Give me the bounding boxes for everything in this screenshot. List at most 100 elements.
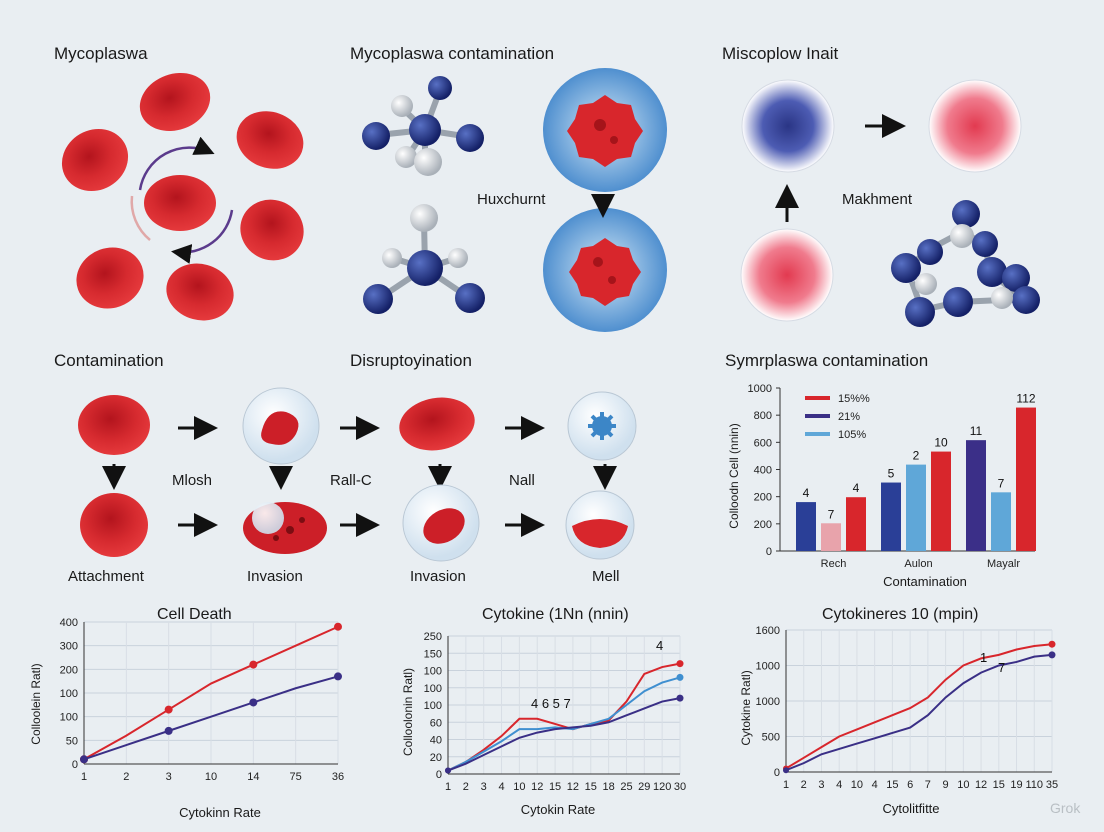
y-tick-label: 1000 [756, 696, 780, 708]
x-tick-label: 14 [247, 771, 259, 783]
pink-cell-icon [740, 228, 834, 322]
x-tick-label: 120 [653, 781, 671, 793]
bar-y-axis-label: Colloodn Cell (nnin) [727, 423, 741, 528]
chart-annotation: 4 [656, 638, 663, 653]
x-tick-label: 12 [531, 781, 543, 793]
red-blood-cell-icon [399, 397, 475, 451]
x-tick-label: 10 [513, 781, 525, 793]
x-tick-label: 10 [851, 779, 863, 791]
y-tick-label: 0 [774, 767, 780, 779]
molecule-icon [362, 76, 484, 176]
chart-annotation: 7 [998, 660, 1005, 675]
bar-chart: 0 200 200 400 600 800 1000 15%% 21% 105% 4 7 4 Rech 5… [727, 383, 1036, 589]
y-tick-label: 300 [60, 641, 78, 653]
top-illustrations [61, 68, 1040, 332]
bar-y-tick-label: 1000 [748, 383, 772, 395]
y-tick-label: 250 [424, 631, 442, 643]
y-tick-label: 1600 [756, 625, 780, 637]
x-tick-label: 19 [1010, 779, 1022, 791]
y-tick-label: 20 [430, 752, 442, 764]
label-makhment: Makhment [842, 191, 913, 208]
x-tick-label: 7 [925, 779, 931, 791]
x-tick-label: 75 [290, 771, 302, 783]
x-tick-label: 2 [801, 779, 807, 791]
arrow-label-1: Mlosh [172, 472, 213, 489]
y-tick-label: 100 [60, 688, 78, 700]
series-line-purple [785, 653, 1053, 772]
molecule-icon [363, 204, 485, 314]
bar-data-label: 10 [934, 436, 948, 450]
line3-x-axis-label: Cytolitfitte [882, 801, 939, 816]
series-line-red [447, 662, 681, 772]
arrow-label-3: Nall [509, 472, 535, 489]
bar-data-label: 112 [1016, 392, 1035, 406]
stage-label-mell: Mell [592, 568, 620, 585]
data-point [445, 767, 451, 774]
data-point [1048, 640, 1056, 648]
bar-category-label: Aulon [904, 558, 932, 570]
line-chart-cytokineres: Cytolitfitte Cytokine Ratl) 0 500 1000 1000… [739, 625, 1058, 816]
process-diagram [78, 387, 637, 562]
data-point [676, 694, 684, 702]
bar-y-tick-label: 200 [754, 492, 772, 504]
x-tick-label: 10 [957, 779, 969, 791]
x-tick-label: 9 [943, 779, 949, 791]
x-tick-label: 35 [1046, 779, 1058, 791]
x-tick-label: 4 [872, 779, 878, 791]
pink-cell-icon [928, 79, 1022, 173]
bar-data-label: 7 [998, 476, 1005, 490]
series-line-purple [447, 697, 681, 772]
data-point [676, 673, 684, 681]
title-contamination: Contamination [54, 351, 164, 370]
x-tick-label: 15 [585, 781, 597, 793]
bar-chart-title: Symrplaswa contamination [725, 351, 929, 370]
bar [906, 464, 926, 551]
x-tick-label: 3 [481, 781, 487, 793]
y-tick-label: 100 [424, 700, 442, 712]
line3-y-axis-label: Cytokine Ratl) [739, 670, 753, 745]
data-point [249, 660, 258, 669]
line-chart-cytokine: Cytokin Rate Colloolonin Ratl) 0 20 40 60 10… [401, 631, 686, 817]
line-chart-3-title: Cytokineres 10 (mpin) [822, 606, 979, 623]
chart-annotation: 1 [980, 650, 987, 665]
label-huxchurnt: Huxchurnt [477, 191, 546, 208]
x-tick-label: 12 [567, 781, 579, 793]
x-tick-label: 2 [123, 771, 129, 783]
x-tick-label: 30 [674, 781, 686, 793]
bar [966, 440, 986, 551]
bubble-cell-icon [565, 490, 635, 560]
data-point [249, 698, 258, 707]
bar-y-tick-label: 800 [754, 410, 772, 422]
molecule-chain-icon [891, 200, 1040, 327]
bar-data-label: 4 [803, 486, 810, 500]
line-chart-plot: 0 50 100 100 200 300 400 1 2 3 10 14 75 36 [60, 617, 344, 783]
data-point [80, 755, 88, 764]
line1-x-axis-label: Cytokinn Rate [179, 805, 261, 820]
data-point [334, 672, 342, 681]
y-tick-label: 60 [430, 717, 442, 729]
bar [796, 502, 816, 551]
bubble-cell-icon [402, 484, 480, 562]
bar-y-tick-label: 0 [766, 546, 772, 558]
x-tick-label: 4 [498, 781, 504, 793]
y-tick-label: 100 [60, 712, 78, 724]
x-tick-label: 2 [463, 781, 469, 793]
bar-data-label: 4 [853, 481, 860, 495]
y-tick-label: 0 [436, 769, 442, 781]
x-tick-label: 12 [975, 779, 987, 791]
watermark: Grok [1050, 800, 1081, 816]
red-blood-cell-icon [80, 493, 148, 557]
bar-legend-label: 15%% [838, 393, 870, 405]
y-tick-label: 40 [430, 735, 442, 747]
line2-x-axis-label: Cytokin Rate [521, 802, 595, 817]
bar-legend-label: 105% [838, 429, 866, 441]
x-tick-label: 1 [445, 781, 451, 793]
x-tick-label: 29 [638, 781, 650, 793]
bar-legend-label: 21% [838, 411, 860, 423]
damaged-cell-icon [243, 502, 327, 554]
bar-y-tick-label: 200 [754, 519, 772, 531]
y-tick-label: 500 [762, 732, 780, 744]
x-tick-label: 25 [620, 781, 632, 793]
x-tick-label: 3 [818, 779, 824, 791]
